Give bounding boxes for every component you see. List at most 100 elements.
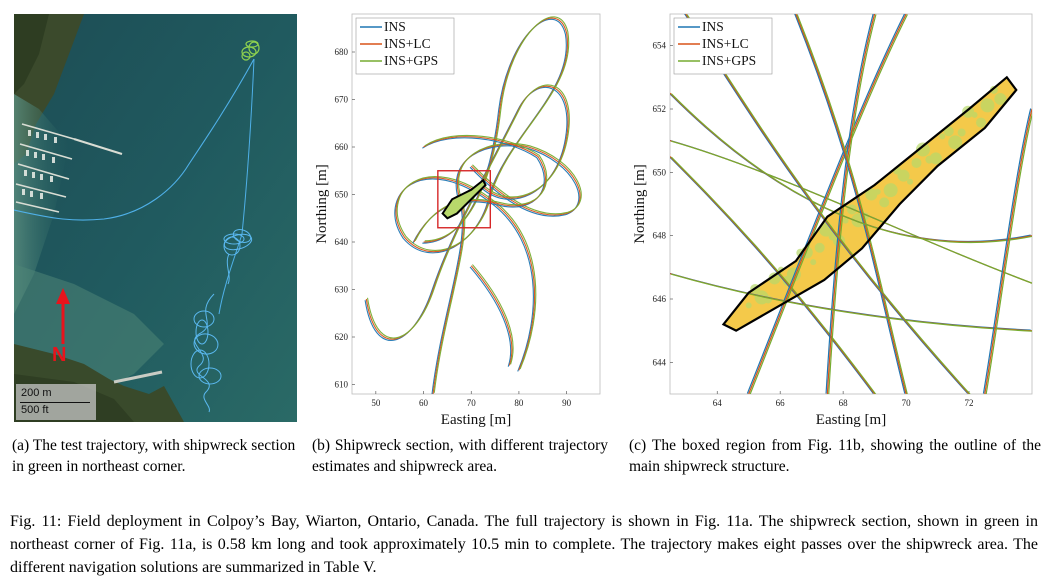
x-tick-label: 90 — [562, 398, 572, 408]
scale-label-ft: 500 ft — [21, 404, 49, 416]
point-cluster — [897, 169, 910, 182]
point-cluster — [929, 152, 942, 165]
ins-gps-trajectory — [670, 93, 1032, 244]
point-cluster — [939, 133, 946, 140]
y-tick-label: 660 — [335, 142, 349, 152]
legend-entry: INS+LC — [702, 36, 749, 51]
scale-bar: 200 m 500 ft — [16, 384, 96, 420]
zoom-box — [437, 170, 492, 229]
ins-gps-trajectory — [472, 264, 514, 365]
y-axis-label: Northing [m] — [314, 164, 330, 244]
chart-shipwreck-section: 50 60 70 80 90 610 620 630 640 650 660 670 680 Eastin… — [314, 13, 601, 428]
ins-gps-trajectory — [796, 14, 908, 394]
ins-gps-trajectory — [433, 142, 582, 393]
x-tick-label: 80 — [514, 398, 524, 408]
point-cluster — [865, 188, 878, 201]
point-cluster — [745, 302, 752, 309]
point-cluster — [907, 178, 914, 185]
legend-entry: INS+GPS — [384, 53, 438, 68]
y-tick-label: 620 — [335, 332, 349, 342]
point-cluster — [814, 242, 825, 253]
point-cluster — [879, 197, 890, 208]
x-tick-label: 64 — [713, 398, 723, 408]
legend-entry: INS+LC — [384, 36, 431, 51]
chart-boxed-region: 64 66 68 70 72 644 646 648 650 652 654 Easting [m] N… — [632, 13, 1033, 428]
y-tick-label: 652 — [653, 104, 667, 114]
figure-caption: Fig. 11: Field deployment in Colpoy’s Ba… — [10, 513, 1038, 576]
ins-lc-trajectory — [470, 265, 513, 366]
ins-trajectory — [394, 18, 567, 372]
ins-lc-trajectory — [748, 14, 907, 394]
ins-trajectory — [825, 14, 874, 394]
shipwreck-section-trajectory — [241, 40, 260, 61]
ins-gps-trajectory — [670, 156, 877, 394]
y-tick-label: 640 — [335, 237, 349, 247]
shipwreck-area — [441, 178, 487, 220]
y-tick-label: 650 — [335, 190, 349, 200]
x-tick-label: 70 — [902, 398, 912, 408]
ins-gps-trajectory — [671, 140, 1032, 284]
y-tick-label: 644 — [653, 357, 667, 367]
ins-lc-trajectory — [795, 14, 907, 394]
shipwreck-outline — [721, 75, 1018, 332]
point-cluster — [971, 111, 978, 118]
ins-lc-trajectory — [984, 108, 1032, 394]
x-tick-label: 70 — [467, 398, 477, 408]
y-tick-label: 610 — [335, 380, 349, 390]
point-cluster — [768, 272, 781, 285]
y-tick-label: 670 — [335, 95, 349, 105]
y-tick-label: 646 — [653, 294, 667, 304]
x-tick-label: 72 — [965, 398, 974, 408]
y-tick-label: 650 — [653, 167, 667, 177]
point-cluster — [994, 92, 1007, 105]
north-arrow-icon — [56, 288, 70, 344]
ins-gps-trajectory — [985, 112, 1032, 394]
panel-a-map: N 200 m 500 ft — [14, 14, 297, 422]
ins-trajectory — [794, 14, 906, 394]
legend-entry: INS — [702, 19, 724, 34]
point-cluster — [883, 183, 898, 198]
north-label: N — [52, 344, 67, 366]
point-cluster — [980, 98, 995, 113]
x-tick-label: 66 — [776, 398, 786, 408]
caption-b: (b) Shipwreck section, with different tr… — [312, 437, 608, 475]
full-trajectory — [14, 58, 255, 221]
ins-gps-trajectory — [749, 14, 908, 394]
point-cluster — [962, 105, 975, 118]
caption-c: (c) The boxed region from Fig. 11b, show… — [629, 437, 1041, 475]
point-cluster — [948, 135, 963, 150]
marina-docks — [15, 123, 123, 213]
scale-label-m: 200 m — [21, 387, 52, 399]
legend-entry: INS+GPS — [702, 53, 756, 68]
point-cluster — [842, 217, 849, 224]
x-tick-label: 60 — [419, 398, 429, 408]
caption-a: (a) The test trajectory, with shipwreck … — [12, 437, 296, 475]
ins-gps-trajectory — [671, 273, 1032, 332]
x-tick-label: 50 — [371, 398, 381, 408]
ins-trajectory — [746, 14, 906, 394]
ins-gps-trajectory — [828, 14, 877, 394]
point-cluster — [976, 117, 987, 128]
legend-entry: INS — [384, 19, 406, 34]
shipwreck-texture — [745, 85, 1007, 309]
y-tick-label: 630 — [335, 285, 349, 295]
ins-trajectory — [469, 266, 512, 367]
point-cluster — [810, 259, 817, 266]
ins-trajectory — [982, 108, 1032, 394]
x-axis-label: Easting [m] — [441, 412, 511, 428]
ins-gps-trajectory — [366, 84, 570, 339]
y-axis-label: Northing [m] — [632, 164, 648, 244]
point-cluster — [911, 157, 922, 168]
point-cluster — [915, 142, 930, 157]
survey-cluster-1 — [223, 229, 253, 285]
y-tick-label: 680 — [335, 47, 349, 57]
ins-lc-trajectory — [826, 14, 876, 394]
y-tick-label: 648 — [653, 231, 667, 241]
y-tick-label: 654 — [653, 41, 667, 51]
point-cluster — [874, 188, 881, 195]
x-tick-label: 68 — [839, 398, 849, 408]
x-axis-label: Easting [m] — [816, 412, 886, 428]
survey-cluster-2 — [190, 293, 222, 413]
point-cluster — [957, 128, 966, 137]
satellite-image — [14, 14, 297, 422]
